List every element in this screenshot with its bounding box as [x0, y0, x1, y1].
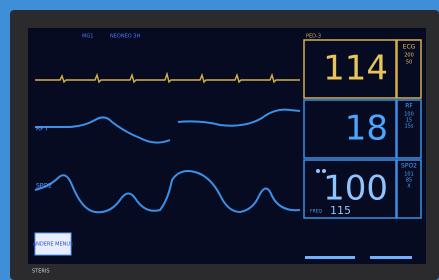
page: MG1 NEONEO 3H PED-3 RF I SPO2 114 ECG 20…: [0, 0, 439, 280]
spo2-sub-value: 115: [330, 204, 351, 217]
spo2-wave-label: SPO2: [36, 183, 52, 190]
button-label[interactable]: ANDERE MENUS: [33, 242, 73, 248]
monitor: MG1 NEONEO 3H PED-3 RF I SPO2 114 ECG 20…: [0, 0, 439, 280]
menu-button[interactable]: ANDERE MENUS: [33, 233, 73, 255]
spo2-value: 100: [323, 169, 388, 209]
slider: [305, 256, 355, 259]
header-right: PED-3: [306, 34, 321, 40]
slider: [370, 256, 412, 259]
ecg-value: 114: [323, 49, 388, 89]
header-center: NEONEO 3H: [110, 34, 140, 40]
ecg-label: ECG: [403, 44, 416, 51]
ecg-limit: 200: [404, 53, 414, 59]
rf-wave-label: RF I: [36, 126, 48, 133]
header-left: MG1: [82, 34, 93, 40]
spo2-sub-label: FREQ: [310, 209, 323, 215]
brand: STERIS: [32, 269, 50, 275]
rf-label: RF: [405, 103, 413, 110]
ecg-limit: 50: [406, 60, 412, 66]
rf-limit: 15s: [405, 124, 414, 130]
rf-value: 18: [345, 109, 388, 149]
spo2-limit: X: [407, 184, 411, 190]
spo2-label: SPO2: [401, 163, 417, 170]
indicator-dot: [316, 169, 320, 173]
